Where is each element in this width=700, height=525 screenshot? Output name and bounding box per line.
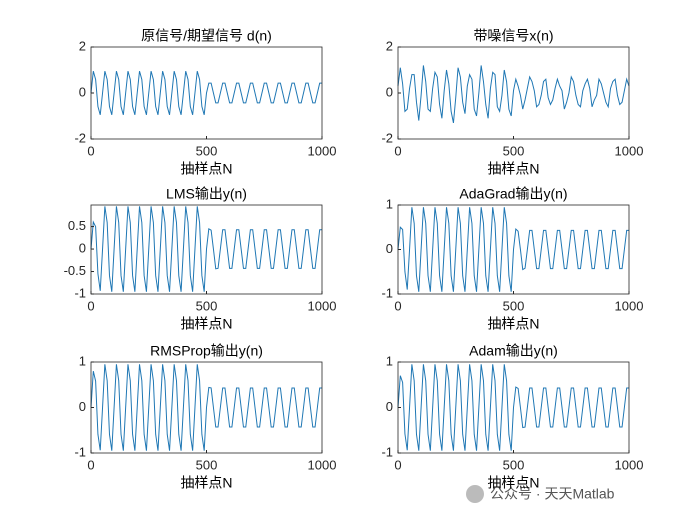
- x-tick-label: 1000: [308, 298, 337, 313]
- x-axis-label: 抽样点N: [487, 316, 539, 332]
- x-tick-label: 500: [503, 457, 525, 472]
- x-axis-label: 抽样点N: [180, 475, 232, 491]
- y-tick-label: -0.5: [64, 263, 86, 278]
- x-tick-label: 0: [87, 457, 94, 472]
- signal-line: [397, 364, 629, 451]
- x-tick-label: 1000: [308, 143, 337, 158]
- x-tick-label: 1000: [615, 457, 644, 472]
- y-tick-label: 1: [79, 353, 86, 368]
- signal-line: [397, 65, 630, 123]
- x-tick-label: 500: [196, 298, 218, 313]
- signal-line: [397, 207, 629, 292]
- y-tick-label: -2: [74, 130, 86, 145]
- signal-line: [90, 206, 322, 292]
- subplot-title: AdaGrad输出y(n): [459, 186, 567, 202]
- x-tick-label: 500: [503, 143, 525, 158]
- watermark-icon: [466, 485, 484, 503]
- subplot-title: RMSProp输出y(n): [150, 343, 263, 359]
- x-axis-label: 抽样点N: [180, 316, 232, 332]
- subplot-title: 原信号/期望信号 d(n): [141, 28, 272, 44]
- y-tick-label: 0: [386, 84, 393, 99]
- subplot-title: 带噪信号x(n): [473, 28, 553, 44]
- x-axis-label: 抽样点N: [487, 161, 539, 177]
- x-tick-label: 0: [394, 143, 401, 158]
- y-tick-label: 2: [386, 38, 393, 53]
- subplot: 0 500 1000 -1 -0.5 0 0.5 LMS输出y(n) 抽样点N: [64, 186, 337, 332]
- x-tick-label: 0: [87, 298, 94, 313]
- y-tick-label: -1: [74, 444, 86, 459]
- x-tick-label: 500: [196, 143, 218, 158]
- subplot-title: Adam输出y(n): [469, 343, 558, 359]
- y-tick-label: -1: [381, 285, 393, 300]
- signal-line: [90, 71, 322, 115]
- y-tick-label: 0: [386, 241, 393, 256]
- x-tick-label: 1000: [615, 143, 644, 158]
- y-tick-label: 0: [79, 84, 86, 99]
- y-tick-label: -1: [74, 285, 86, 300]
- subplot-title: LMS输出y(n): [166, 186, 247, 202]
- x-tick-label: 500: [196, 457, 218, 472]
- y-tick-label: 1: [386, 353, 393, 368]
- signal-line: [90, 364, 322, 451]
- x-tick-label: 0: [394, 457, 401, 472]
- y-tick-label: 0.5: [68, 218, 86, 233]
- y-tick-label: 0: [79, 399, 86, 414]
- x-axis-label: 抽样点N: [487, 475, 539, 491]
- x-axis-label: 抽样点N: [180, 161, 232, 177]
- x-tick-label: 500: [503, 298, 525, 313]
- y-tick-label: -1: [381, 444, 393, 459]
- x-tick-label: 0: [87, 143, 94, 158]
- x-tick-label: 1000: [615, 298, 644, 313]
- x-tick-label: 1000: [308, 457, 337, 472]
- y-tick-label: -2: [381, 130, 393, 145]
- y-tick-label: 1: [386, 196, 393, 211]
- y-tick-label: 2: [79, 38, 86, 53]
- watermark-text: 公众号 · 天天Matlab: [490, 486, 615, 502]
- y-tick-label: 0: [386, 399, 393, 414]
- watermark: 公众号 · 天天Matlab: [466, 485, 615, 503]
- y-tick-label: 0: [79, 240, 86, 255]
- x-tick-label: 0: [394, 298, 401, 313]
